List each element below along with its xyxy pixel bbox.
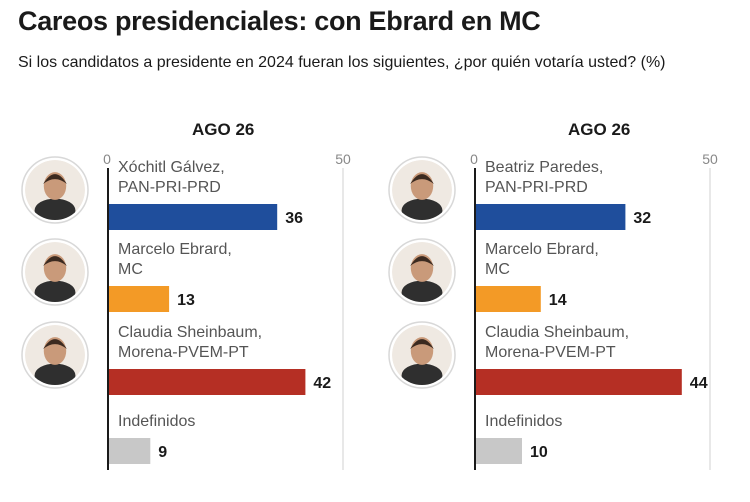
candidate-name: Xóchitl Gálvez, (118, 159, 225, 176)
bar-row: Indefinidos 9 (109, 413, 195, 464)
candidate-name: Beatriz Paredes, (485, 159, 603, 176)
avatar-shoulders (34, 363, 76, 385)
candidate-name: PAN-PRI-PRD (485, 179, 588, 196)
candidate-name: Marcelo Ebrard, (118, 241, 232, 258)
value-label: 44 (690, 375, 708, 392)
panel-scenario-paredes: AGO 26 0 50 Beatriz Paredes, PAN-PRI-PRD 32 M… (385, 118, 745, 502)
x-tick-label: 0 (103, 151, 111, 167)
bar (109, 204, 278, 230)
bar (109, 438, 151, 464)
value-label: 32 (633, 210, 651, 227)
bar (109, 369, 306, 395)
candidate-name: Claudia Sheinbaum, (118, 324, 262, 341)
candidate-name: Morena-PVEM-PT (485, 344, 616, 361)
candidate-photo-claudia-sheinbaum (388, 321, 456, 389)
candidate-name: Marcelo Ebrard, (485, 241, 599, 258)
bar-row: Claudia Sheinbaum, Morena-PVEM-PT 44 (388, 321, 708, 395)
bar-row: Marcelo Ebrard, MC 13 (21, 238, 232, 312)
bar (476, 204, 626, 230)
x-tick-label: 0 (470, 151, 478, 167)
avatar-shoulders (401, 198, 443, 220)
value-label: 36 (285, 210, 303, 227)
candidate-name: MC (118, 261, 143, 278)
bar (476, 369, 682, 395)
candidate-name: PAN-PRI-PRD (118, 179, 221, 196)
candidate-name: Claudia Sheinbaum, (485, 324, 629, 341)
x-tick-label: 50 (335, 151, 351, 167)
avatar-hair (410, 256, 434, 267)
candidate-name: Morena-PVEM-PT (118, 344, 249, 361)
panel-date: AGO 26 (192, 120, 255, 139)
bar-row: Xóchitl Gálvez, PAN-PRI-PRD 36 (21, 156, 303, 230)
bar (476, 286, 541, 312)
avatar-hair (43, 339, 67, 350)
value-label: 42 (313, 375, 331, 392)
value-label: 10 (530, 444, 548, 461)
bar-row: Claudia Sheinbaum, Morena-PVEM-PT 42 (21, 321, 331, 395)
candidate-photo-claudia-sheinbaum (21, 321, 89, 389)
bar-row: Indefinidos 10 (476, 413, 562, 464)
candidate-photo-xochitl-galvez (21, 156, 89, 224)
avatar-shoulders (34, 280, 76, 302)
candidate-photo-beatriz-paredes (388, 156, 456, 224)
bar-row: Beatriz Paredes, PAN-PRI-PRD 32 (388, 156, 651, 230)
bar-chart: 0 50 Beatriz Paredes, PAN-PRI-PRD 32 Marcelo … (388, 151, 718, 470)
value-label: 9 (158, 444, 167, 461)
value-label: 13 (177, 292, 195, 309)
candidate-photo-marcelo-ebrard (388, 238, 456, 306)
x-tick-label: 50 (702, 151, 718, 167)
bar (109, 286, 170, 312)
candidate-name: Indefinidos (118, 413, 195, 430)
bar (476, 438, 522, 464)
candidate-name: Indefinidos (485, 413, 562, 430)
candidate-photo-marcelo-ebrard (21, 238, 89, 306)
candidate-name: MC (485, 261, 510, 278)
avatar-hair (43, 174, 67, 185)
value-label: 14 (549, 292, 567, 309)
chart-subtitle: Si los candidatos a presidente en 2024 f… (18, 54, 666, 71)
avatar-hair (410, 174, 434, 185)
panel-date: AGO 26 (568, 120, 631, 139)
avatar-shoulders (401, 363, 443, 385)
avatar-shoulders (34, 198, 76, 220)
avatar-hair (43, 256, 67, 267)
chart-title: Careos presidenciales: con Ebrard en MC (18, 6, 541, 36)
bar-chart: 0 50 Xóchitl Gálvez, PAN-PRI-PRD 36 Marcelo E… (21, 151, 351, 470)
panel-scenario-galvez: AGO 26 0 50 Xóchitl Gálvez, PAN-PRI-PRD 36 Ma… (18, 118, 378, 502)
avatar-hair (410, 339, 434, 350)
avatar-shoulders (401, 280, 443, 302)
bar-row: Marcelo Ebrard, MC 14 (388, 238, 599, 312)
